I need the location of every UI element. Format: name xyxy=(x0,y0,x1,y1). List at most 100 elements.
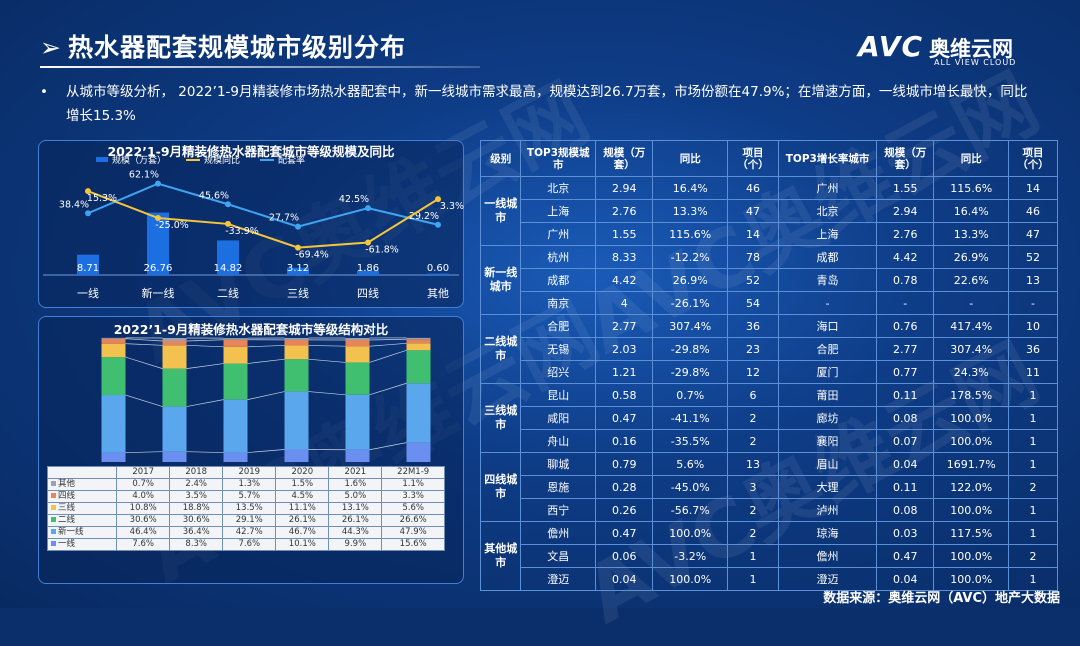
point-label: 15.3% xyxy=(87,193,117,204)
stack-其他-2020 xyxy=(285,338,309,340)
cell-value: 3.3% xyxy=(382,491,445,503)
point-label: -25.0% xyxy=(155,220,189,231)
table-cell: - xyxy=(877,292,934,315)
table-cell: 澄迈 xyxy=(521,568,596,591)
table-cell: 0.04 xyxy=(595,568,652,591)
table-cell: 47 xyxy=(1009,223,1058,246)
table-cell: 襄阳 xyxy=(779,430,877,453)
table-cell: 13 xyxy=(1009,269,1058,292)
point-label: 29.2% xyxy=(409,211,439,222)
cell-value: 1.5% xyxy=(276,479,329,491)
logo-sub: ALL VIEW CLOUD xyxy=(934,58,1016,67)
table-cell: 海口 xyxy=(779,315,877,338)
table-cell: 2.94 xyxy=(877,200,934,223)
table-cell: 13.3% xyxy=(934,223,1009,246)
table-cell: 78 xyxy=(727,246,778,269)
cell-value: 42.7% xyxy=(223,527,276,539)
table-cell: 青岛 xyxy=(779,269,877,292)
cell-value: 4.0% xyxy=(117,491,170,503)
point-label: 42.5% xyxy=(339,194,369,205)
cell-value: 7.6% xyxy=(223,539,276,551)
table-cell: 1.55 xyxy=(595,223,652,246)
table-cell: 大理 xyxy=(779,476,877,499)
table-cell: 12 xyxy=(727,361,778,384)
stack-新一线-2021 xyxy=(346,395,370,450)
column-header: 同比 xyxy=(653,141,728,177)
series-connector xyxy=(187,340,224,341)
table-cell: 0.06 xyxy=(595,545,652,568)
point-label: -33.9% xyxy=(225,226,259,237)
level-cell: 新一线城市 xyxy=(481,246,521,315)
table-cell: 16.4% xyxy=(653,177,728,200)
cell-value: 3.5% xyxy=(170,491,223,503)
stack-二线-2018 xyxy=(163,369,187,407)
table-cell: 6 xyxy=(727,384,778,407)
series-connector xyxy=(187,345,224,346)
table-cell: 26.9% xyxy=(653,269,728,292)
series-connector xyxy=(370,350,407,362)
stack-一线-2021 xyxy=(346,450,370,462)
legend-swatch xyxy=(51,529,56,534)
point-配套率 xyxy=(295,224,301,230)
legend-swatch xyxy=(51,517,56,522)
cell-value: 46.7% xyxy=(276,527,329,539)
cell-value: 26.1% xyxy=(276,515,329,527)
series-connector xyxy=(248,359,285,363)
table-cell: 22.6% xyxy=(934,269,1009,292)
cell-value: 4.5% xyxy=(276,491,329,503)
stack-三线-2019 xyxy=(224,347,248,364)
series-connector xyxy=(126,339,163,341)
cell-value: 30.6% xyxy=(170,515,223,527)
table-cell: 2.76 xyxy=(877,223,934,246)
table-cell: 2 xyxy=(1009,545,1058,568)
logo-main: AVC xyxy=(858,30,923,63)
column-header: 2020 xyxy=(276,467,329,479)
table-cell: 100.0% xyxy=(934,545,1009,568)
table-cell: 2.03 xyxy=(595,338,652,361)
bullet-icon: • xyxy=(40,80,48,104)
series-connector xyxy=(309,345,346,346)
table-cell: 1 xyxy=(1009,407,1058,430)
table-cell: 2.76 xyxy=(595,200,652,223)
x-tick-label: 三线 xyxy=(287,286,309,300)
cell-value: 47.9% xyxy=(382,527,445,539)
cell-value: 26.1% xyxy=(329,515,382,527)
table-cell: 绍兴 xyxy=(521,361,596,384)
cell-value: 29.1% xyxy=(223,515,276,527)
table-cell: 上海 xyxy=(521,200,596,223)
column-header: 规模（万套） xyxy=(877,141,934,177)
stack-四线-2019 xyxy=(224,340,248,347)
stack-其他-2017 xyxy=(102,338,126,339)
table-cell: 廊坊 xyxy=(779,407,877,430)
table-cell: 2 xyxy=(727,499,778,522)
table-cell: 恩施 xyxy=(521,476,596,499)
series-name: 其他 xyxy=(58,479,75,489)
table-cell: 1 xyxy=(1009,499,1058,522)
column-header: 级别 xyxy=(481,141,521,177)
table-cell: 咸阳 xyxy=(521,407,596,430)
table-cell: -26.1% xyxy=(653,292,728,315)
table-cell: 4 xyxy=(595,292,652,315)
bar-label: 1.86 xyxy=(357,263,379,274)
table-cell: 0.11 xyxy=(877,476,934,499)
table-cell: 莆田 xyxy=(779,384,877,407)
table-cell: 0.78 xyxy=(877,269,934,292)
table-cell: 西宁 xyxy=(521,499,596,522)
table-cell: 0.77 xyxy=(877,361,934,384)
stack-一线-2020 xyxy=(285,449,309,462)
table-cell: 1 xyxy=(727,545,778,568)
table-cell: 1 xyxy=(1009,384,1058,407)
data-source: 数据来源：奥维云网（AVC）地产大数据 xyxy=(823,587,1060,606)
level-cell: 二线城市 xyxy=(481,315,521,384)
point-配套率 xyxy=(225,201,231,207)
bar-label: 0.60 xyxy=(427,263,449,274)
cell-value: 10.8% xyxy=(117,503,170,515)
table-cell: 厦门 xyxy=(779,361,877,384)
table-cell: 0.47 xyxy=(595,407,652,430)
point-label: 27.7% xyxy=(269,213,299,224)
